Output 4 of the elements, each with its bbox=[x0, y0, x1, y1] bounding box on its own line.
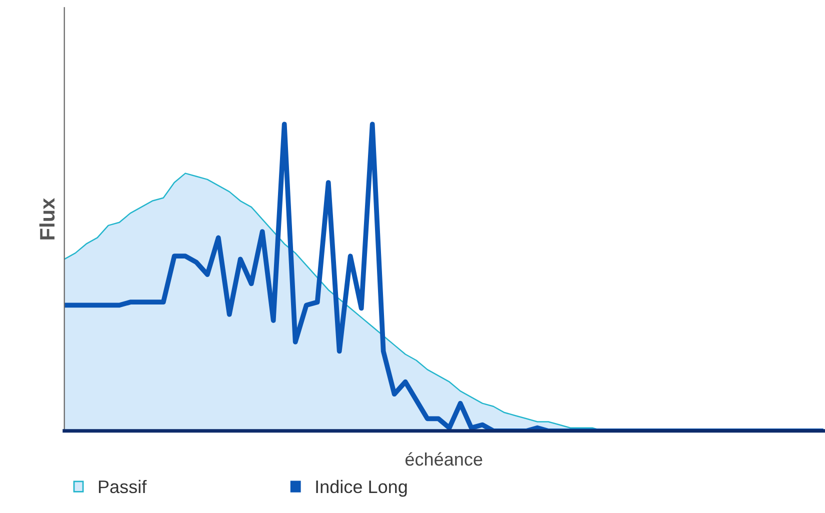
y-axis-title: Flux bbox=[39, 198, 55, 240]
legend-label: Passif bbox=[98, 480, 147, 494]
x-axis-title: échéance bbox=[405, 452, 482, 466]
legend-label: Indice Long bbox=[316, 480, 407, 497]
